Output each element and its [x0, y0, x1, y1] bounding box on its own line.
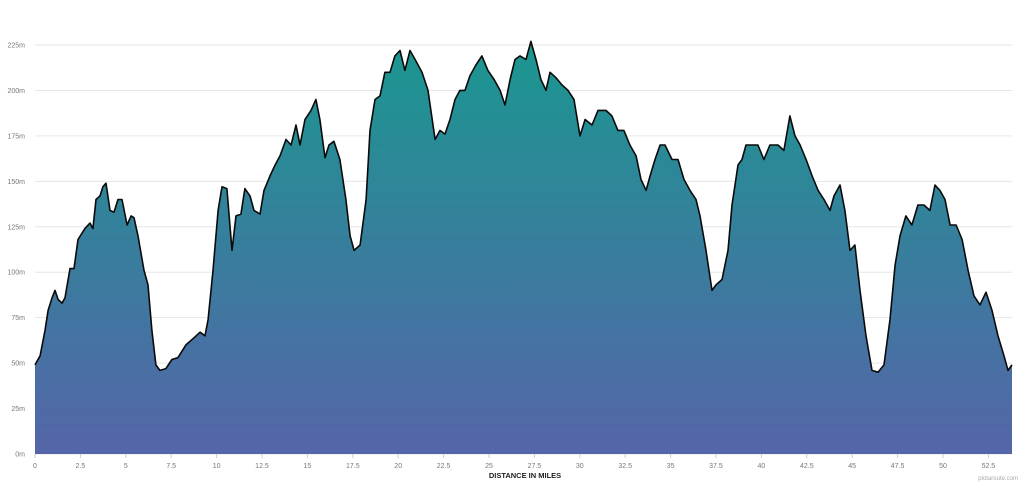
x-tick-label: 0 — [33, 463, 37, 470]
x-tick-label: 12.5 — [255, 463, 269, 470]
x-tick-label: 32.5 — [618, 463, 632, 470]
y-tick-label: 125m — [7, 224, 25, 231]
y-tick-label: 100m — [7, 270, 25, 277]
x-axis-ticks: 0 2.5 5 7.5 10 12.5 15 17.5 20 22.5 25 27.5 30 32.5 35… — [33, 454, 995, 470]
elevation-line — [34, 40, 1013, 373]
x-tick-label: 50 — [939, 463, 947, 470]
x-tick-label: 7.5 — [166, 463, 176, 470]
x-axis-label: DISTANCE IN MILES — [489, 471, 561, 480]
x-tick-label: 37.5 — [709, 463, 723, 470]
y-tick-label: 0m — [15, 452, 25, 459]
x-tick-label: 47.5 — [891, 463, 905, 470]
watermark: plotaroute.com — [978, 476, 1018, 482]
x-tick-label: 45 — [848, 463, 856, 470]
y-tick-label: 75m — [11, 315, 25, 322]
x-tick-label: 5 — [124, 463, 128, 470]
y-tick-label: 150m — [7, 179, 25, 186]
x-tick-label: 30 — [576, 463, 584, 470]
y-tick-label: 225m — [7, 43, 25, 50]
y-tick-label: 25m — [11, 406, 25, 413]
x-tick-label: 17.5 — [346, 463, 360, 470]
y-axis-ticks: 0m 25m 50m 75m 100m 125m 150m 175m 200m 225m — [7, 43, 25, 459]
y-tick-label: 200m — [7, 88, 25, 95]
x-tick-label: 10 — [213, 463, 221, 470]
x-tick-label: 40 — [757, 463, 765, 470]
x-tick-label: 15 — [303, 463, 311, 470]
elevation-area — [35, 41, 1012, 455]
x-tick-label: 42.5 — [800, 463, 814, 470]
x-tick-label: 52.5 — [982, 463, 996, 470]
x-tick-label: 20 — [394, 463, 402, 470]
x-tick-label: 27.5 — [528, 463, 542, 470]
x-tick-label: 35 — [667, 463, 675, 470]
x-tick-label: 22.5 — [437, 463, 451, 470]
y-tick-label: 50m — [11, 361, 25, 368]
x-tick-label: 25 — [485, 463, 493, 470]
x-tick-label: 2.5 — [76, 463, 86, 470]
y-tick-label: 175m — [7, 133, 25, 140]
